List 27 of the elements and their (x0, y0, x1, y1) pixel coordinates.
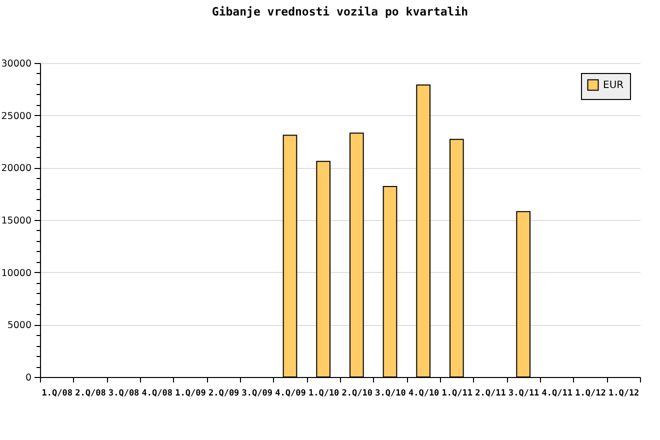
x-tick-label: 1.Q/12 (575, 388, 606, 398)
y-tick-label: 10000 (1, 268, 32, 279)
x-tick-label: 4.Q/11 (542, 388, 573, 398)
x-tick-label: 4.Q/09 (275, 388, 306, 398)
x-tick-label: 4.Q/08 (142, 388, 173, 398)
y-tick-label: 20000 (1, 163, 32, 174)
y-tick-label: 0 (25, 372, 32, 384)
x-tick-label: 1.Q/10 (308, 388, 340, 398)
y-tick-label: 25000 (1, 110, 32, 122)
x-tick-label: 1.Q/12 (608, 388, 640, 398)
x-tick-label: 3.Q/11 (508, 388, 540, 398)
y-tick-label: 5000 (7, 320, 32, 332)
x-tick-label: 3.Q/10 (375, 388, 406, 398)
x-tick-label: 2.Q/08 (75, 388, 106, 398)
y-tick-label: 15000 (1, 216, 32, 226)
x-tick-label: 3.Q/09 (242, 388, 273, 398)
x-tick-label: 2.Q/11 (475, 388, 506, 398)
x-tick-label: 1.Q/09 (175, 388, 206, 398)
x-tick-label: 3.Q/08 (108, 388, 140, 398)
x-tick-label: 4.Q/10 (408, 388, 440, 398)
y-tick-label: 30000 (1, 58, 32, 70)
x-tick-label: 2.Q/09 (208, 388, 240, 398)
x-tick-label: 1.Q/08 (42, 388, 73, 398)
chart-title: Gibanje vrednosti vozila po kvartalih (212, 4, 468, 18)
x-tick-label: 2.Q/10 (342, 388, 373, 398)
x-tick-label: 1.Q/11 (442, 388, 473, 398)
legend-label: EUR (603, 80, 624, 91)
